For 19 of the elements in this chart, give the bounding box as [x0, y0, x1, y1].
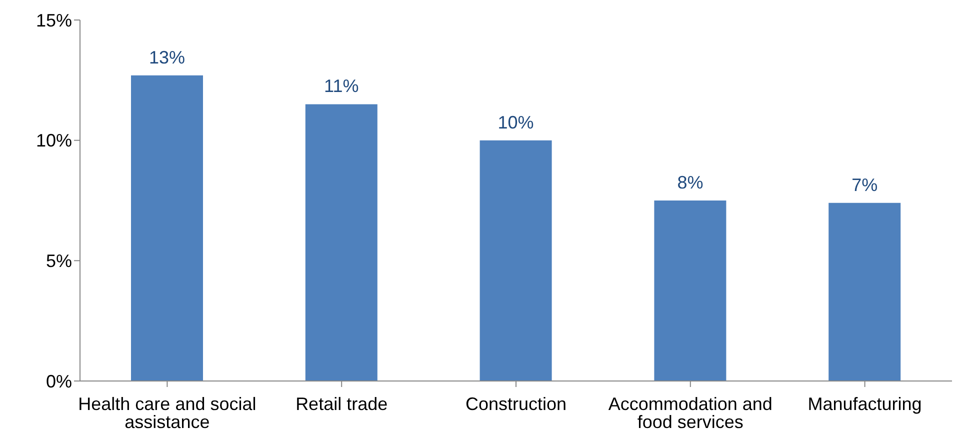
y-tick-label: 5%: [46, 251, 72, 272]
data-label: 7%: [852, 174, 878, 195]
bar: [654, 200, 726, 381]
x-tick-label: Construction: [465, 394, 567, 414]
bar: [480, 140, 552, 381]
bar: [131, 75, 203, 381]
data-label: 11%: [324, 76, 359, 96]
bar: [305, 104, 378, 381]
x-tick-label: Health care and social assistance: [78, 394, 256, 432]
x-tick-label: Accommodation and food services: [608, 394, 772, 432]
x-tick-label: Manufacturing: [808, 394, 922, 414]
y-tick-label: 15%: [36, 10, 72, 30]
bar: [828, 202, 901, 381]
data-label: 8%: [677, 172, 704, 192]
y-tick-label: 0%: [46, 371, 72, 392]
y-tick-label: 10%: [36, 130, 72, 151]
x-tick-label: Retail trade: [296, 394, 388, 414]
data-label: 13%: [148, 47, 186, 68]
data-label: 10%: [498, 112, 534, 132]
